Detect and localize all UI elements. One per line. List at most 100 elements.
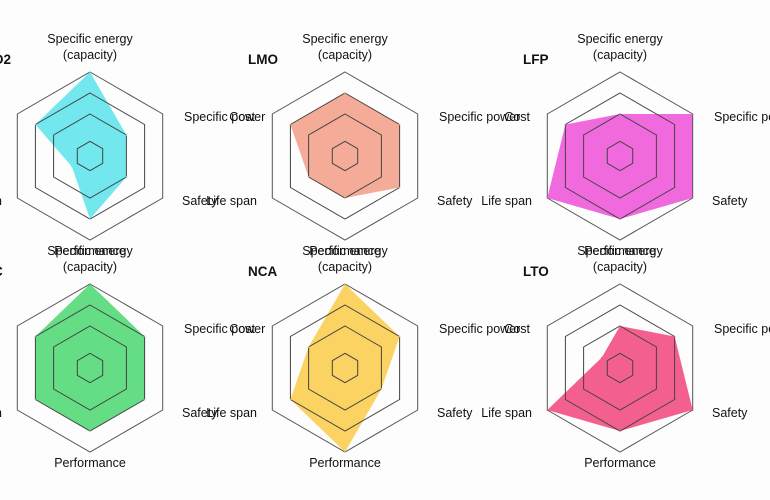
panel-title: LTO — [523, 264, 549, 279]
axis-label-specific-power: Specific power — [439, 321, 521, 336]
grid-hexagon-1 — [331, 140, 359, 172]
data-point-4 — [71, 165, 73, 168]
axis-label-specific-energy: Specific energy — [302, 244, 388, 258]
grid-hexagon-4 — [546, 283, 694, 453]
radar-data-area — [547, 114, 693, 219]
data-point-1 — [398, 335, 401, 338]
radar-data-area — [290, 284, 400, 452]
axis-label-cost: Cost — [229, 321, 255, 336]
data-point-2 — [143, 398, 146, 401]
radar-svg — [16, 71, 164, 241]
data-point-2 — [380, 388, 383, 390]
data-point-3 — [89, 218, 91, 220]
data-point-2 — [691, 409, 694, 411]
axis-label-performance: Performance — [309, 456, 381, 470]
radar-data-area — [290, 93, 400, 198]
radar-svg — [546, 283, 694, 453]
panel-title: NCA — [248, 264, 278, 279]
data-point-3 — [619, 218, 621, 220]
axis-label-specific-energy: Specific energy — [577, 244, 663, 258]
data-point-3 — [619, 430, 621, 432]
axis-label-life-span: span — [0, 406, 2, 420]
axis-label-performance: Performance — [309, 244, 381, 258]
grid-hexagon-4 — [16, 283, 164, 453]
axis-label-capacity: (capacity) — [592, 48, 648, 62]
grid-hexagon-1 — [76, 352, 104, 384]
axis-label-specific-power: Specific power — [184, 109, 266, 124]
radar-svg — [271, 71, 419, 241]
axis-label-capacity: (capacity) — [592, 260, 648, 274]
grid-hexagon-2 — [583, 113, 657, 199]
radar-svg — [546, 71, 694, 241]
axis-label-performance: Performance — [584, 244, 656, 258]
data-point-5 — [564, 123, 567, 126]
axis-label-safety: Safety — [437, 405, 473, 420]
axis-label-capacity: (capacity) — [62, 260, 118, 274]
radar-panel-lco: O2 Specific energy (capacity) Specific powe… — [0, 32, 265, 288]
grid-hexagon-1 — [606, 140, 634, 172]
data-point-4 — [34, 398, 37, 401]
data-point-5 — [307, 346, 310, 348]
axis-label-specific-power: Specific power — [184, 321, 266, 336]
axis-label-specific-power: Specific power — [439, 109, 521, 124]
radar-panel-lto: LTO Specific energy (capacity) Specific po S… — [481, 244, 770, 500]
panel-title: O2 — [0, 52, 12, 67]
radar-panel-nmc: C Specific energy (capacity) Specific power… — [0, 244, 265, 500]
data-point-5 — [601, 356, 603, 359]
axis-label-specific-power: Specific powe — [714, 109, 770, 124]
axis-label-specific-power: Specific po — [714, 321, 770, 336]
axis-label-safety: Safety — [437, 193, 473, 208]
axis-label-life-span: Life span — [481, 405, 532, 420]
panel-title: LFP — [523, 52, 549, 67]
axis-label-cost: Cost — [504, 109, 530, 124]
data-point-0 — [89, 283, 91, 285]
data-point-5 — [34, 123, 37, 126]
axis-label-specific-energy: Specific energy — [47, 244, 133, 258]
panel-title: C — [0, 264, 3, 279]
axis-label-capacity: (capacity) — [317, 48, 373, 62]
data-point-4 — [546, 409, 549, 411]
axis-label-life-span: span — [0, 194, 2, 208]
data-point-4 — [307, 176, 310, 178]
grid-hexagon-4 — [271, 71, 419, 241]
data-point-3 — [344, 197, 346, 199]
radar-panel-lmo: LMO Specific energy (capacity) Specific pow… — [206, 32, 520, 288]
data-point-1 — [673, 335, 676, 338]
grid-hexagon-4 — [16, 71, 164, 241]
data-point-0 — [619, 113, 621, 115]
axis-label-life-span: Life span — [481, 193, 532, 208]
axis-label-performance: Performance — [584, 456, 656, 470]
data-point-0 — [344, 283, 346, 285]
axis-label-specific-energy: Specific energy — [577, 32, 663, 46]
radar-svg — [271, 283, 419, 453]
axis-label-specific-energy: Specific energy — [302, 32, 388, 46]
grid-hexagon-1 — [331, 352, 359, 384]
axis-label-cost: Cost — [229, 109, 255, 124]
radar-panel-nca: NCA Specific energy (capacity) Specific pow… — [206, 244, 520, 500]
axis-label-specific-energy: Specific energy — [47, 32, 133, 46]
data-point-3 — [89, 430, 91, 432]
axis-label-life-span: Life span — [206, 193, 257, 208]
grid-hexagon-1 — [606, 352, 634, 384]
data-point-0 — [89, 71, 91, 73]
radar-data-area — [35, 72, 127, 219]
data-point-1 — [398, 123, 401, 126]
data-point-5 — [289, 123, 292, 126]
axis-label-performance: Performance — [54, 456, 126, 470]
data-point-0 — [619, 325, 621, 327]
data-point-1 — [125, 134, 128, 136]
data-point-1 — [691, 113, 694, 115]
radar-panel-lfp: LFP Specific energy (capacity) Specific pow… — [481, 32, 770, 288]
axis-label-life-span: Life span — [206, 405, 257, 420]
data-point-0 — [344, 92, 346, 94]
radar-svg — [16, 283, 164, 453]
panel-title: LMO — [248, 52, 278, 67]
axis-label-safety: Safety — [182, 405, 218, 420]
axis-label-safety: Safety — [712, 405, 748, 420]
axis-label-performance: Performance — [54, 244, 126, 258]
data-point-4 — [546, 197, 549, 199]
axis-label-safety: Safety — [712, 193, 748, 208]
data-point-2 — [398, 186, 401, 189]
data-point-5 — [34, 335, 37, 338]
grid-hexagon-2 — [583, 325, 657, 411]
